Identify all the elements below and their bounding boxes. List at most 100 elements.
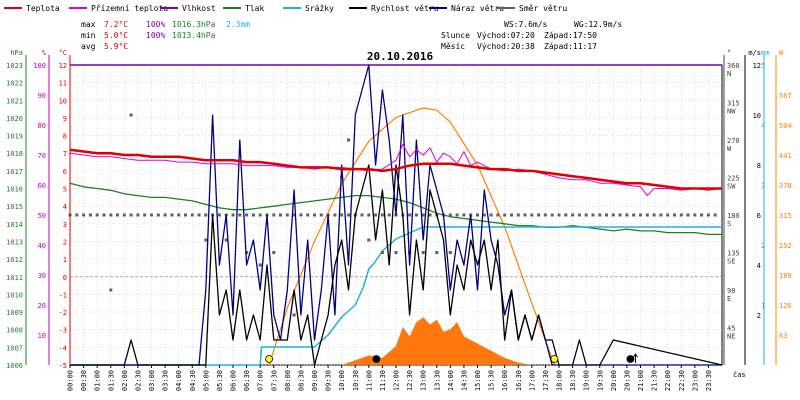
wind-direction-point [618, 213, 622, 217]
wind-gust-line [70, 64, 722, 366]
direction-cardinal: NE [727, 333, 735, 341]
wind-direction-point [632, 213, 636, 217]
wind-direction-point [170, 213, 174, 217]
x-tick-label: 18:30 [569, 370, 577, 391]
wind-direction-point [306, 213, 310, 217]
wind-direction-point [88, 213, 92, 217]
wind-direction-point [414, 213, 418, 217]
direction-tick-label: 90 [727, 287, 735, 295]
pressure-tick-label: 1011 [6, 274, 23, 282]
x-tick-label: 03:00 [148, 370, 156, 391]
wind-direction-point [380, 251, 384, 254]
wind-direction-point [245, 251, 249, 254]
wind-direction-point [577, 213, 581, 217]
solar-tick-label: 567 [779, 92, 792, 100]
pressure-tick-label: 1022 [6, 80, 23, 88]
pressure-tick-label: 1020 [6, 115, 23, 123]
x-tick-label: 02:30 [134, 370, 142, 391]
wind-direction-point [557, 213, 561, 217]
x-tick-label: 23:00 [691, 370, 699, 391]
legend-label: Náraz větru [451, 4, 504, 13]
wind-direction-point [428, 213, 432, 217]
wind-direction-point [204, 213, 208, 217]
temperature-tick-label: 3 [63, 221, 67, 229]
header: 20.10.2016 max 7.2°C 100% 1016.3hPa 2.3m… [81, 20, 622, 63]
x-tick-label: 09:00 [311, 370, 319, 391]
pressure-tick-label: 1007 [6, 344, 23, 352]
wind-direction-point [408, 213, 412, 217]
humidity-tick-label: 70 [38, 152, 46, 160]
wind-direction-point [367, 238, 371, 242]
x-tick-label: 01:30 [107, 370, 115, 391]
wind-direction-point [462, 213, 466, 217]
wind-direction-point [272, 213, 276, 217]
x-tick-label: 06:30 [243, 370, 251, 391]
wind-direction-point [129, 213, 133, 217]
stats-max-label: max [81, 20, 96, 29]
wind-direction-point [116, 213, 119, 217]
wind-tick-label: 10 [753, 112, 761, 120]
pressure-tick-label: 1008 [6, 327, 23, 335]
wind-direction-point [652, 213, 656, 217]
solar-tick-label: 504 [779, 122, 792, 130]
x-tick-label: 19:30 [596, 370, 604, 391]
wind-direction-point [163, 213, 167, 217]
x-tick-label: 14:00 [447, 370, 455, 391]
solar-axis-unit: W [779, 49, 784, 57]
legend-label: Srážky [305, 4, 334, 13]
stats-max-press: 1016.3hPa [172, 20, 216, 29]
humidity-tick-label: 60 [38, 182, 46, 190]
wind-direction-point [109, 213, 113, 217]
x-tick-label: 09:30 [325, 370, 333, 391]
x-tick-label: 04:00 [175, 370, 183, 391]
wind-direction-point [75, 213, 79, 217]
pressure-tick-label: 1019 [6, 133, 23, 141]
rain-axis-unit: mm [761, 49, 769, 57]
pressure-tick-label: 1023 [6, 62, 23, 70]
wind-direction-point [387, 213, 391, 217]
wind-direction-point [584, 213, 588, 217]
temperature-tick-label: 5 [63, 186, 67, 194]
wind-direction-point [292, 213, 296, 217]
wind-direction-point [611, 213, 615, 217]
temperature-axis-unit: °C [59, 49, 67, 57]
wind-direction-point [659, 213, 663, 217]
temperature-tick-label: 11 [59, 80, 67, 88]
wind-direction-point [550, 213, 554, 217]
humidity-tick-label: 30 [38, 272, 46, 280]
humidity-tick-label: 40 [38, 242, 46, 250]
pressure-tick-label: 1014 [6, 221, 23, 229]
wind-direction-point [435, 251, 439, 254]
x-tick-label: 07:00 [257, 370, 265, 391]
wind-direction-point [448, 213, 452, 217]
wind-direction-point [122, 213, 126, 217]
temperature-tick-label: -5 [59, 362, 67, 370]
legend-label: Směr větru [519, 4, 567, 13]
solar-tick-label: 252 [779, 242, 792, 250]
pressure-axis-unit: hPa [10, 49, 23, 57]
x-tick-label: 02:00 [121, 370, 129, 391]
stats-min-press: 1013.4hPa [172, 31, 216, 40]
direction-cardinal: SW [727, 183, 736, 191]
legend-label: Vlhkost [182, 4, 216, 13]
wind-direction-point [530, 213, 534, 217]
x-tick-label: 20:00 [610, 370, 618, 391]
wind-direction-point [177, 213, 181, 217]
x-tick-label: 20:30 [623, 370, 631, 391]
x-tick-label: 16:00 [501, 370, 509, 391]
solar-tick-label: 378 [779, 182, 792, 190]
temperature-line [69, 148, 722, 190]
wind-direction-point [482, 213, 486, 217]
wind-direction-point [374, 213, 378, 217]
x-tick-label: 03:30 [162, 370, 170, 391]
wind-direction-point [347, 213, 350, 217]
legend-label: Tlak [245, 4, 264, 13]
temperature-tick-label: 8 [63, 133, 67, 141]
x-tick-label: 15:30 [488, 370, 496, 391]
direction-tick-label: 315 [727, 100, 740, 108]
wind-direction-point [95, 213, 99, 217]
x-axis-label: čas [733, 371, 746, 379]
x-tick-label: 13:00 [420, 370, 428, 391]
x-tick-label: 22:30 [678, 370, 686, 391]
moonset-marker [372, 355, 381, 363]
